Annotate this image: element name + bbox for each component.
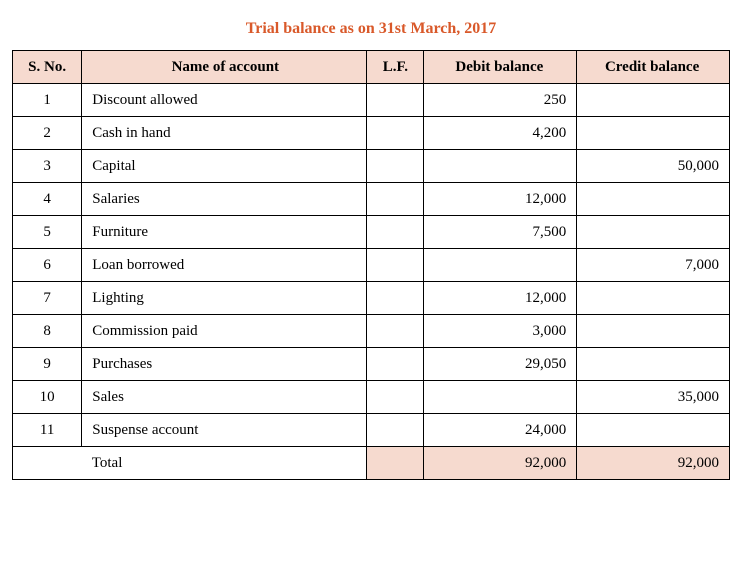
cell-lf xyxy=(367,249,424,282)
cell-credit: 7,000 xyxy=(577,249,730,282)
cell-credit xyxy=(577,84,730,117)
header-debit: Debit balance xyxy=(424,51,577,84)
total-label: Total xyxy=(82,447,367,480)
cell-debit: 7,500 xyxy=(424,216,577,249)
table-row: 7Lighting 12,000 xyxy=(13,282,730,315)
cell-name: Loan borrowed xyxy=(82,249,367,282)
table-row: 8Commission paid 3,000 xyxy=(13,315,730,348)
cell-debit: 3,000 xyxy=(424,315,577,348)
cell-sno: 4 xyxy=(13,183,82,216)
cell-debit: 12,000 xyxy=(424,282,577,315)
cell-lf xyxy=(367,282,424,315)
cell-lf xyxy=(367,183,424,216)
cell-name: Suspense account xyxy=(82,414,367,447)
total-lf xyxy=(367,447,424,480)
cell-sno: 2 xyxy=(13,117,82,150)
cell-lf xyxy=(367,348,424,381)
cell-sno: 8 xyxy=(13,315,82,348)
total-debit: 92,000 xyxy=(424,447,577,480)
table-title: Trial balance as on 31st March, 2017 xyxy=(12,20,730,38)
cell-sno: 7 xyxy=(13,282,82,315)
total-credit: 92,000 xyxy=(577,447,730,480)
trial-balance-table: S. No. Name of account L.F. Debit balanc… xyxy=(12,50,730,480)
cell-name: Cash in hand xyxy=(82,117,367,150)
header-sno: S. No. xyxy=(13,51,82,84)
cell-credit xyxy=(577,414,730,447)
cell-lf xyxy=(367,84,424,117)
cell-lf xyxy=(367,315,424,348)
header-credit: Credit balance xyxy=(577,51,730,84)
table-row: 6Loan borrowed 7,000 xyxy=(13,249,730,282)
cell-name: Discount allowed xyxy=(82,84,367,117)
cell-credit xyxy=(577,216,730,249)
table-row: 10Sales 35,000 xyxy=(13,381,730,414)
cell-name: Capital xyxy=(82,150,367,183)
cell-lf xyxy=(367,117,424,150)
cell-sno: 3 xyxy=(13,150,82,183)
cell-sno: 1 xyxy=(13,84,82,117)
table-row: 9Purchases 29,050 xyxy=(13,348,730,381)
cell-name: Sales xyxy=(82,381,367,414)
cell-debit: 24,000 xyxy=(424,414,577,447)
cell-credit: 50,000 xyxy=(577,150,730,183)
table-row: 3Capital 50,000 xyxy=(13,150,730,183)
cell-credit: 35,000 xyxy=(577,381,730,414)
total-sno xyxy=(13,447,82,480)
table-row: 11Suspense account 24,000 xyxy=(13,414,730,447)
cell-debit xyxy=(424,381,577,414)
cell-lf xyxy=(367,381,424,414)
table-row: 5Furniture 7,500 xyxy=(13,216,730,249)
cell-debit xyxy=(424,150,577,183)
cell-name: Lighting xyxy=(82,282,367,315)
cell-name: Commission paid xyxy=(82,315,367,348)
cell-sno: 10 xyxy=(13,381,82,414)
cell-credit xyxy=(577,315,730,348)
cell-credit xyxy=(577,117,730,150)
cell-name: Purchases xyxy=(82,348,367,381)
header-lf: L.F. xyxy=(367,51,424,84)
cell-debit: 29,050 xyxy=(424,348,577,381)
table-row: 2Cash in hand 4,200 xyxy=(13,117,730,150)
table-row: 4Salaries 12,000 xyxy=(13,183,730,216)
table-row: 1Discount allowed 250 xyxy=(13,84,730,117)
cell-debit: 4,200 xyxy=(424,117,577,150)
cell-credit xyxy=(577,348,730,381)
cell-credit xyxy=(577,282,730,315)
cell-name: Furniture xyxy=(82,216,367,249)
cell-lf xyxy=(367,414,424,447)
cell-debit: 250 xyxy=(424,84,577,117)
table-body: 1Discount allowed2502Cash in hand4,2003C… xyxy=(13,84,730,480)
cell-name: Salaries xyxy=(82,183,367,216)
cell-sno: 6 xyxy=(13,249,82,282)
cell-debit: 12,000 xyxy=(424,183,577,216)
cell-sno: 5 xyxy=(13,216,82,249)
cell-debit xyxy=(424,249,577,282)
cell-lf xyxy=(367,216,424,249)
total-row: Total 92,00092,000 xyxy=(13,447,730,480)
cell-credit xyxy=(577,183,730,216)
cell-sno: 11 xyxy=(13,414,82,447)
cell-sno: 9 xyxy=(13,348,82,381)
cell-lf xyxy=(367,150,424,183)
header-row: S. No. Name of account L.F. Debit balanc… xyxy=(13,51,730,84)
header-name: Name of account xyxy=(82,51,367,84)
